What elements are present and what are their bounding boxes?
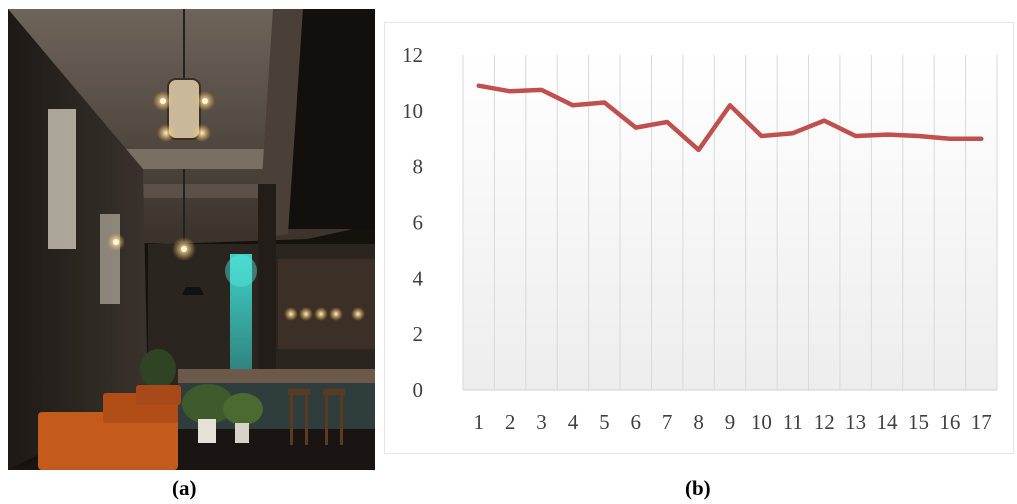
- y-axis-ticks: 0 2 4 6 8 10 12: [402, 43, 424, 402]
- y-tick-label: 4: [413, 266, 424, 290]
- x-tick-label: 2: [505, 410, 516, 434]
- x-tick-label: 8: [693, 410, 704, 434]
- y-tick-label: 6: [413, 211, 424, 235]
- series-line: [476, 83, 984, 153]
- x-tick-label: 14: [877, 410, 899, 434]
- y-tick-label: 2: [413, 322, 424, 346]
- y-tick-label: 10: [402, 99, 423, 123]
- x-tick-label: 11: [783, 410, 803, 434]
- x-axis-ticks: 1 2 3 4 5 6 7 8 9 10 11 12 13 14 15 16 17: [473, 410, 991, 434]
- x-tick-label: 12: [814, 410, 835, 434]
- y-tick-label: 0: [413, 378, 424, 402]
- vertical-gridlines: [462, 55, 998, 391]
- line-chart: 0 2 4 6 8 10 12 1 2 3 4 5 6 7 8 9 10 11 12 13 14 15 16 17: [384, 22, 1014, 454]
- x-tick-label: 6: [631, 410, 642, 434]
- x-tick-label: 17: [971, 410, 992, 434]
- plot-background: [463, 55, 997, 390]
- x-tick-label: 4: [568, 410, 579, 434]
- y-tick-label: 12: [402, 43, 423, 67]
- x-tick-label: 9: [725, 410, 736, 434]
- x-tick-label: 1: [473, 410, 484, 434]
- x-tick-label: 7: [662, 410, 673, 434]
- panel-label-b: (b): [685, 476, 711, 500]
- x-tick-label: 10: [751, 410, 772, 434]
- cafe-interior-photo: [8, 9, 375, 470]
- x-tick-label: 5: [599, 410, 610, 434]
- x-tick-label: 13: [845, 410, 866, 434]
- plot-area: [463, 55, 997, 390]
- x-tick-label: 16: [939, 410, 960, 434]
- x-tick-label: 15: [908, 410, 929, 434]
- panel-label-a: (a): [172, 476, 197, 500]
- x-tick-label: 3: [536, 410, 547, 434]
- y-tick-label: 8: [413, 155, 424, 179]
